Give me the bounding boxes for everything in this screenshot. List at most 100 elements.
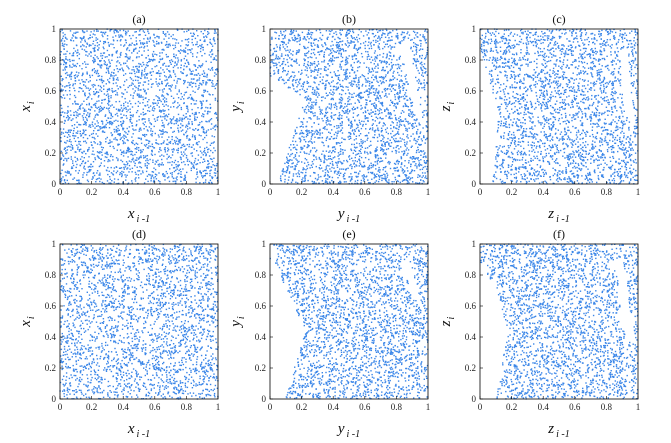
scatter-point — [144, 145, 147, 147]
scatter-point — [362, 141, 364, 144]
scatter-point — [380, 76, 383, 78]
scatter-point — [85, 110, 87, 112]
scatter-point — [407, 180, 409, 183]
scatter-point — [132, 159, 134, 161]
scatter-point — [366, 34, 368, 36]
scatter-point — [216, 126, 219, 128]
scatter-point — [324, 172, 327, 174]
scatter-point — [319, 168, 321, 170]
scatter-point — [404, 75, 406, 78]
scatter-point — [358, 96, 360, 98]
scatter-point — [97, 91, 100, 93]
scatter-point — [388, 163, 391, 165]
scatter-point — [351, 55, 353, 57]
scatter-point — [422, 150, 425, 152]
scatter-point — [211, 182, 213, 185]
scatter-point — [394, 170, 396, 172]
scatter-point — [348, 32, 350, 34]
scatter-point — [299, 141, 302, 143]
scatter-point — [172, 177, 175, 179]
scatter-point — [83, 110, 85, 112]
scatter-point — [372, 88, 374, 90]
scatter-point — [131, 180, 133, 182]
scatter-point — [311, 166, 313, 168]
scatter-point — [119, 173, 121, 176]
scatter-point — [380, 175, 382, 177]
scatter-point — [347, 77, 349, 79]
scatter-point — [121, 96, 123, 98]
scatter-point — [175, 177, 177, 179]
scatter-point — [388, 144, 390, 146]
scatter-point — [327, 94, 329, 96]
scatter-point — [399, 65, 402, 67]
scatter-point — [83, 150, 85, 153]
scatter-point — [400, 96, 402, 98]
scatter-point — [211, 160, 214, 163]
scatter-point — [215, 112, 217, 114]
scatter-point — [163, 105, 165, 107]
scatter-point — [157, 42, 159, 45]
scatter-point — [130, 44, 132, 46]
scatter-point — [321, 153, 323, 155]
scatter-point — [313, 182, 315, 184]
scatter-point — [314, 66, 316, 68]
scatter-point — [172, 167, 175, 169]
scatter-point — [315, 94, 317, 96]
scatter-point — [63, 61, 66, 63]
scatter-point — [105, 169, 108, 171]
scatter-point — [372, 123, 374, 125]
scatter-point — [103, 93, 106, 95]
scatter-point — [189, 82, 191, 84]
scatter-point — [273, 47, 276, 50]
scatter-point — [126, 32, 128, 34]
scatter-point — [191, 86, 193, 88]
scatter-point — [290, 58, 293, 61]
scatter-point — [207, 79, 209, 81]
scatter-point — [175, 85, 177, 87]
scatter-point — [289, 155, 291, 157]
scatter-point — [426, 95, 428, 97]
scatter-point — [108, 45, 110, 47]
scatter-point — [110, 28, 113, 31]
scatter-point — [417, 138, 419, 141]
scatter-point — [340, 40, 342, 43]
scatter-point — [402, 120, 405, 122]
scatter-point — [300, 148, 302, 150]
scatter-point — [158, 72, 161, 75]
scatter-point — [377, 64, 379, 67]
scatter-point — [153, 118, 156, 120]
scatter-point — [116, 112, 118, 115]
scatter-point — [339, 114, 341, 116]
scatter-point — [399, 91, 401, 93]
scatter-point — [319, 129, 321, 132]
scatter-point — [174, 62, 176, 64]
scatter-point — [142, 134, 144, 136]
scatter-point — [124, 142, 126, 144]
scatter-point — [313, 63, 316, 65]
scatter-point — [398, 67, 401, 70]
scatter-point — [177, 161, 179, 163]
scatter-point — [426, 74, 428, 76]
scatter-point — [97, 57, 99, 60]
scatter-point — [80, 45, 82, 47]
scatter-point — [125, 136, 127, 138]
scatter-point — [146, 101, 149, 103]
scatter-point — [401, 80, 403, 82]
scatter-point — [339, 83, 341, 86]
scatter-point — [299, 138, 301, 140]
scatter-point — [174, 46, 177, 49]
scatter-point — [395, 35, 397, 37]
scatter-point — [98, 157, 100, 159]
scatter-point — [346, 159, 348, 162]
scatter-point — [299, 36, 301, 39]
scatter-point — [95, 125, 98, 127]
scatter-point — [66, 50, 68, 53]
scatter-point — [298, 173, 300, 175]
scatter-point — [371, 32, 374, 35]
scatter-point — [291, 37, 293, 39]
scatter-point — [162, 129, 164, 131]
scatter-point — [392, 122, 394, 124]
scatter-point — [352, 41, 354, 43]
scatter-point — [354, 44, 356, 46]
scatter-point — [396, 93, 398, 95]
